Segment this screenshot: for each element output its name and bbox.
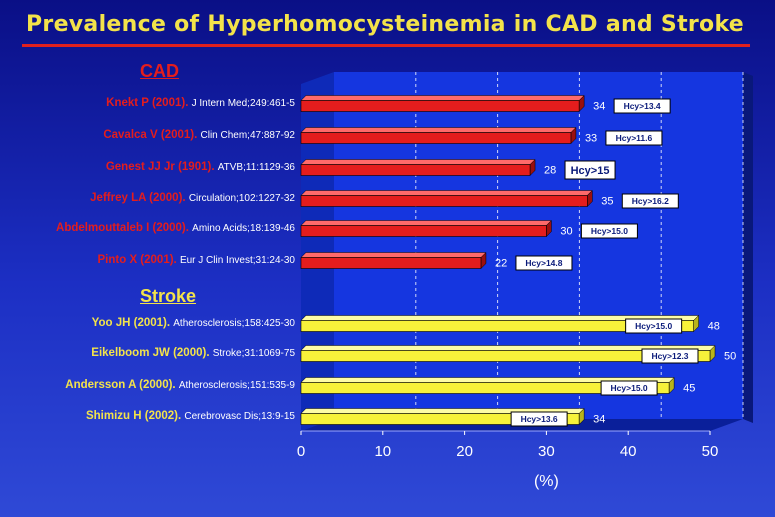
study-reference: Amino Acids;18:139-46 — [192, 223, 295, 234]
hcy-threshold-box — [510, 411, 568, 427]
x-tick-label: 30 — [538, 443, 555, 460]
x-tick-label: 0 — [297, 443, 305, 460]
stroke-bar — [300, 350, 711, 362]
study-author: Pinto X (2001). — [97, 254, 180, 266]
bar-value-label: 45 — [683, 383, 695, 395]
bar-top-face — [300, 159, 536, 165]
bar-value-label: 35 — [601, 196, 613, 208]
study-reference: Clin Chem;47:887-92 — [200, 130, 296, 141]
study-reference: ATVB;11:1129-36 — [217, 162, 295, 173]
stroke-section-heading: Stroke — [140, 286, 197, 306]
hcy-threshold-label: Hcy>16.2 — [632, 196, 669, 206]
cad-bar — [300, 132, 572, 144]
hcy-threshold-label: Hcy>13.6 — [521, 414, 558, 424]
hcy-threshold-label: Hcy>15.0 — [635, 321, 672, 331]
study-label: Knekt P (2001). J Intern Med;249:461-5 — [106, 97, 295, 109]
study-reference: Atherosclerosis;158:425-30 — [173, 318, 295, 329]
hcy-threshold-label: Hcy>11.6 — [616, 133, 653, 143]
study-label: Andersson A (2000). Atherosclerosis;151:… — [65, 379, 295, 391]
x-tick-label: 10 — [374, 443, 391, 460]
bar-value-label: 30 — [560, 226, 572, 238]
hcy-threshold-box — [600, 380, 658, 396]
hcy-threshold-box — [625, 318, 683, 334]
study-label: Shimizu H (2002). Cerebrovasc Dis;13:9-1… — [86, 410, 295, 422]
study-author: Genest JJ Jr (1901). — [105, 161, 218, 173]
cad-bar — [300, 195, 588, 207]
study-reference: Eur J Clin Invest;31:24-30 — [179, 255, 295, 266]
study-author: Jeffrey LA (2000). — [90, 192, 189, 204]
study-author: Eikelboom JW (2000). — [91, 347, 213, 359]
hcy-threshold-label: Hcy>15.0 — [591, 226, 628, 236]
study-reference: Atherosclerosis;151:535-9 — [178, 380, 295, 391]
x-axis-title: (%) — [534, 473, 559, 490]
hcy-threshold-label: Hcy>13.4 — [624, 101, 661, 111]
hcy-threshold-label: Hcy>12.3 — [651, 351, 688, 361]
hcy-threshold-label: Hcy>14.8 — [525, 258, 562, 268]
hcy-threshold-box — [515, 255, 573, 271]
study-author: Knekt P (2001). — [106, 97, 192, 109]
bar-value-label: 34 — [593, 101, 605, 113]
hcy-threshold-label: Hcy>15.0 — [611, 383, 648, 393]
plot-right-edge — [743, 72, 753, 423]
study-author: Shimizu H (2002). — [85, 410, 185, 422]
bar-top-face — [300, 252, 487, 258]
study-author: Yoo JH (2001). — [91, 317, 174, 329]
hcy-threshold-box — [605, 130, 663, 146]
bar-top-face — [300, 127, 577, 133]
bar-value-label: 22 — [495, 258, 507, 270]
hcy-threshold-box — [564, 160, 616, 180]
stroke-bar — [300, 382, 670, 394]
bar-value-label: 34 — [593, 414, 605, 426]
study-author: Abdelmouttaleb I (2000). — [56, 222, 193, 234]
x-tick-label: 40 — [620, 443, 637, 460]
study-author: Cavalca V (2001). — [103, 129, 201, 141]
bar-value-label: 28 — [544, 165, 556, 177]
bar-top-face — [300, 190, 593, 196]
stroke-bar — [300, 413, 580, 425]
hcy-threshold-box — [641, 348, 699, 364]
study-label: Cavalca V (2001). Clin Chem;47:887-92 — [103, 129, 295, 141]
study-reference: J Intern Med;249:461-5 — [191, 98, 295, 109]
bar-top-face — [300, 95, 585, 101]
x-tick-label: 20 — [456, 443, 473, 460]
bar-top-face — [300, 220, 553, 226]
study-label: Abdelmouttaleb I (2000). Amino Acids;18:… — [56, 222, 295, 234]
bar-value-label: 33 — [585, 133, 597, 145]
hcy-threshold-box — [621, 193, 679, 209]
study-label: Eikelboom JW (2000). Stroke;31:1069-75 — [91, 347, 295, 359]
study-author: Andersson A (2000). — [65, 379, 179, 391]
study-reference: Stroke;31:1069-75 — [212, 348, 295, 359]
plot-side-wall — [301, 72, 334, 431]
hcy-threshold-label: Hcy>15 — [571, 165, 610, 177]
page-title: Prevalence of Hyperhomocysteinemia in CA… — [26, 12, 745, 37]
bar-value-label: 50 — [724, 351, 736, 363]
x-tick-label: 50 — [702, 443, 719, 460]
cad-section-heading: CAD — [140, 61, 179, 81]
cad-bar — [300, 257, 482, 269]
study-reference: Circulation;102:1227-32 — [188, 193, 295, 204]
hcy-threshold-box — [580, 223, 638, 239]
study-label: Pinto X (2001). Eur J Clin Invest;31:24-… — [98, 254, 296, 266]
cad-bar — [300, 100, 580, 112]
study-reference: Cerebrovasc Dis;13:9-15 — [184, 411, 295, 422]
cad-bar — [300, 225, 547, 237]
cad-bar — [300, 164, 531, 176]
hcy-threshold-box — [613, 98, 671, 114]
study-label: Yoo JH (2001). Atherosclerosis;158:425-3… — [92, 317, 295, 329]
study-label: Jeffrey LA (2000). Circulation;102:1227-… — [90, 192, 295, 204]
plot-back-wall — [334, 72, 743, 419]
bar-value-label: 48 — [708, 321, 720, 333]
title-underline — [22, 44, 750, 47]
stroke-bar — [300, 320, 694, 332]
study-label: Genest JJ Jr (1901). ATVB;11:1129-36 — [106, 161, 295, 173]
